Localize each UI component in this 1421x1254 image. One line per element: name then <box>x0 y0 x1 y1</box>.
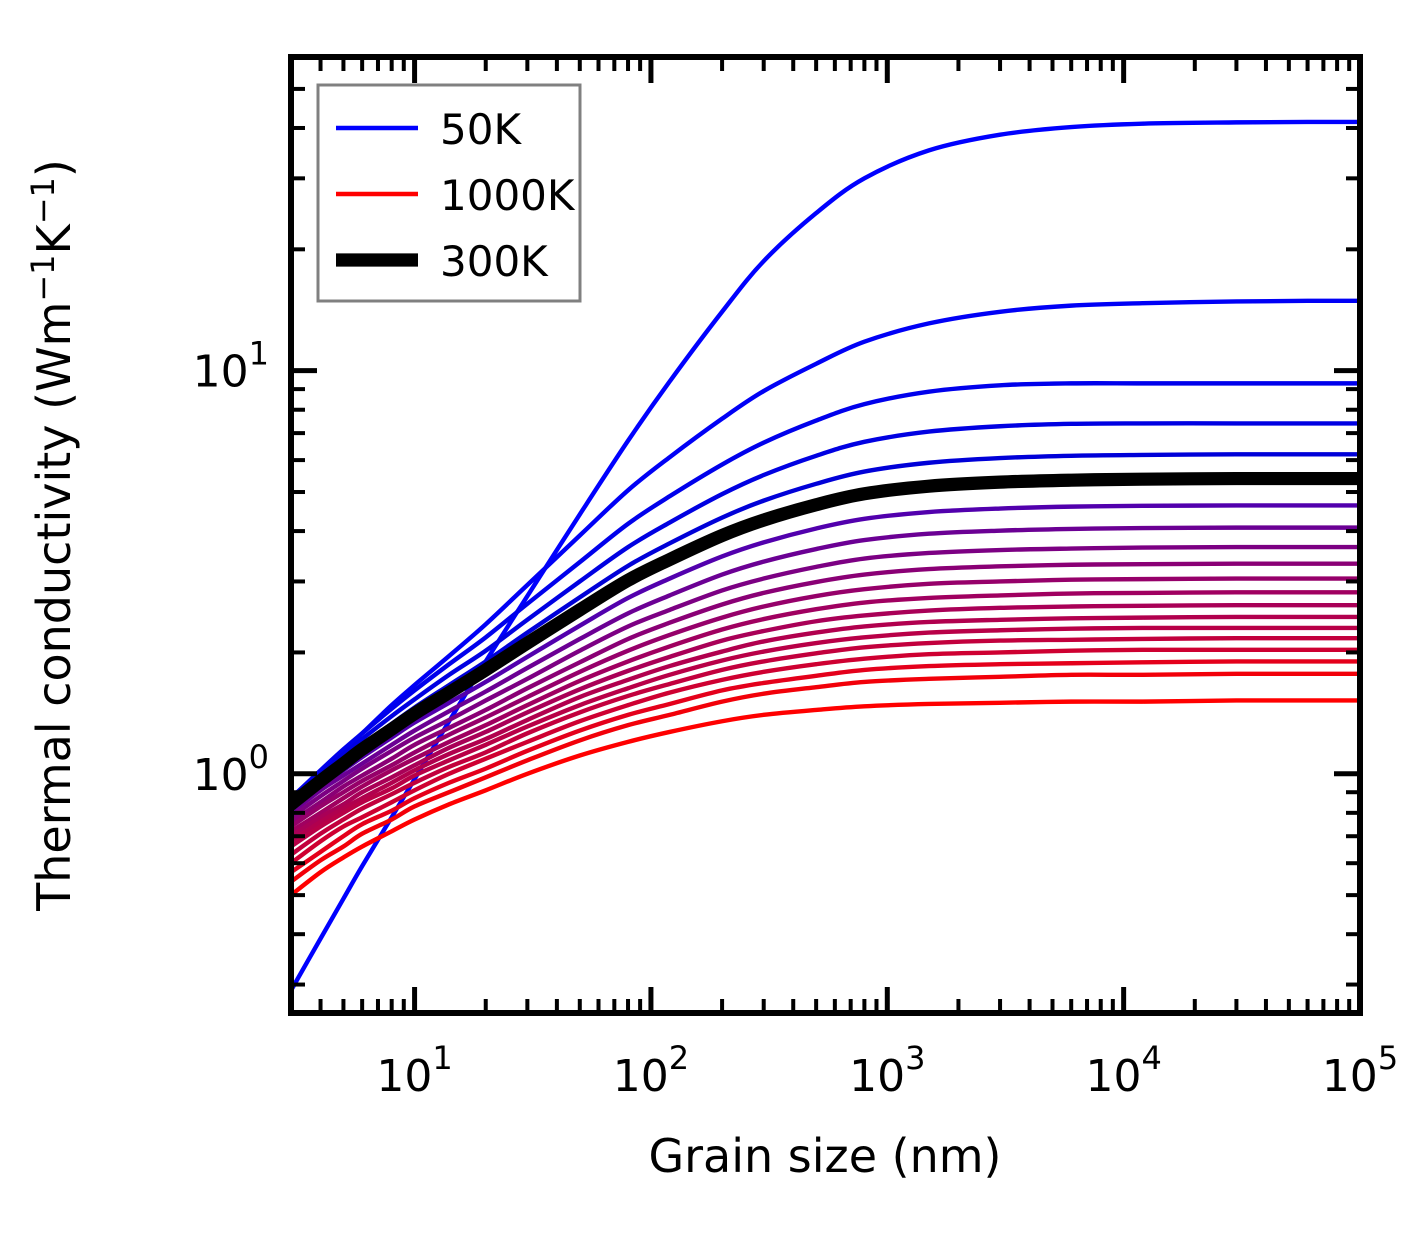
curve-T11 <box>291 576 1360 829</box>
x-tick-label: 103 <box>849 1039 925 1102</box>
curve-T12 <box>291 590 1360 834</box>
x-tick-label: 102 <box>613 1039 689 1102</box>
curve-300K <box>291 471 1360 811</box>
curve-T14 <box>291 614 1360 844</box>
axis-ticks <box>289 55 1363 1013</box>
curve-T3 <box>291 381 1360 801</box>
curve-T4 <box>291 421 1360 803</box>
curve-T18 <box>291 659 1360 875</box>
y-axis-title: Thermal conductivity (Wm−1K−1) <box>24 159 81 912</box>
legend-label-300K: 300K <box>440 237 549 286</box>
curve-T10 <box>291 561 1360 825</box>
legend-label-50K: 50K <box>440 105 522 154</box>
data-curves <box>291 119 1360 993</box>
x-tick-label: 101 <box>376 1039 452 1102</box>
y-tick-labels: 100 101 <box>193 335 269 801</box>
legend-label-1000K: 1000K <box>440 171 576 220</box>
curve-T2 <box>291 298 1360 807</box>
curve-T17 <box>291 647 1360 866</box>
curve-T15 <box>291 625 1360 849</box>
curve-T9 <box>291 544 1360 820</box>
legend: 50K 1000K 300K <box>316 83 582 303</box>
y-tick-label: 101 <box>193 335 269 398</box>
x-tick-labels: 101 102 103 104 105 <box>376 1039 1398 1102</box>
axes-frame <box>288 54 1363 1016</box>
x-tick-label: 104 <box>1085 1039 1161 1102</box>
x-axis-title: Grain size (nm) <box>649 1129 1002 1183</box>
legend-entries: 50K 1000K 300K <box>336 105 576 286</box>
curve-T16 <box>291 635 1360 857</box>
x-tick-label: 105 <box>1322 1039 1398 1102</box>
curve-T19 <box>291 671 1360 884</box>
curve-1000K <box>291 698 1360 898</box>
curve-T7 <box>291 503 1360 811</box>
y-tick-label: 100 <box>193 738 269 801</box>
curve-T8 <box>291 525 1360 816</box>
curve-T13 <box>291 602 1360 839</box>
